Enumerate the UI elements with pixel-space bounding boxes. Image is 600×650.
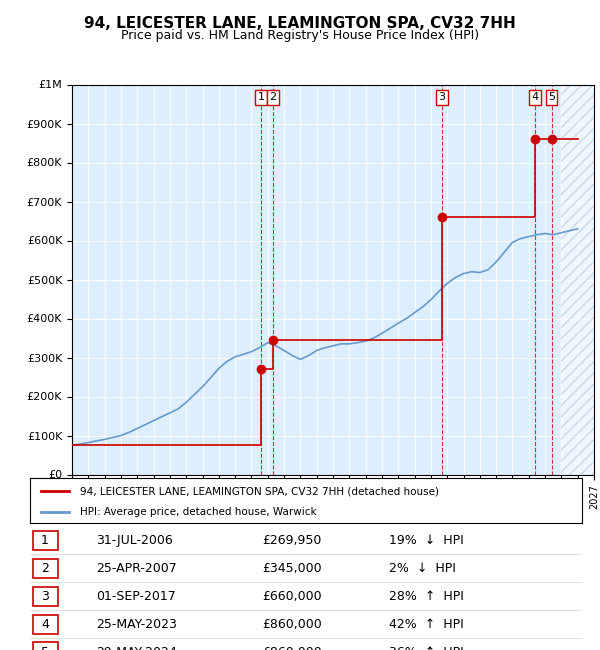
Text: 19%  ↓  HPI: 19% ↓ HPI xyxy=(389,534,464,547)
Text: 2%  ↓  HPI: 2% ↓ HPI xyxy=(389,562,455,575)
Text: 4: 4 xyxy=(532,92,539,102)
Text: 36%  ↑  HPI: 36% ↑ HPI xyxy=(389,646,464,650)
Text: 42%  ↑  HPI: 42% ↑ HPI xyxy=(389,618,464,630)
Bar xyxy=(562,84,594,474)
FancyBboxPatch shape xyxy=(33,614,58,634)
Text: 3: 3 xyxy=(439,92,445,102)
Text: 5: 5 xyxy=(41,646,49,650)
Text: £660,000: £660,000 xyxy=(262,590,322,603)
Text: £860,000: £860,000 xyxy=(262,646,322,650)
Text: 29-MAY-2024: 29-MAY-2024 xyxy=(96,646,177,650)
FancyBboxPatch shape xyxy=(33,642,58,650)
Text: 31-JUL-2006: 31-JUL-2006 xyxy=(96,534,173,547)
Text: 3: 3 xyxy=(41,590,49,603)
Bar xyxy=(562,84,594,474)
FancyBboxPatch shape xyxy=(33,558,58,578)
FancyBboxPatch shape xyxy=(33,530,58,551)
Text: 1: 1 xyxy=(257,92,265,102)
Text: 94, LEICESTER LANE, LEAMINGTON SPA, CV32 7HH (detached house): 94, LEICESTER LANE, LEAMINGTON SPA, CV32… xyxy=(80,486,439,497)
Text: Price paid vs. HM Land Registry's House Price Index (HPI): Price paid vs. HM Land Registry's House … xyxy=(121,29,479,42)
Text: 2: 2 xyxy=(41,562,49,575)
Text: 25-APR-2007: 25-APR-2007 xyxy=(96,562,177,575)
Text: 94, LEICESTER LANE, LEAMINGTON SPA, CV32 7HH: 94, LEICESTER LANE, LEAMINGTON SPA, CV32… xyxy=(84,16,516,31)
Text: £860,000: £860,000 xyxy=(262,618,322,630)
Text: £345,000: £345,000 xyxy=(262,562,322,575)
Text: 28%  ↑  HPI: 28% ↑ HPI xyxy=(389,590,464,603)
Text: 2: 2 xyxy=(269,92,277,102)
Text: £269,950: £269,950 xyxy=(262,534,321,547)
Text: 01-SEP-2017: 01-SEP-2017 xyxy=(96,590,176,603)
Text: 1: 1 xyxy=(41,534,49,547)
Text: 25-MAY-2023: 25-MAY-2023 xyxy=(96,618,177,630)
FancyBboxPatch shape xyxy=(33,586,58,606)
Text: HPI: Average price, detached house, Warwick: HPI: Average price, detached house, Warw… xyxy=(80,507,316,517)
Text: 5: 5 xyxy=(548,92,555,102)
Text: 4: 4 xyxy=(41,618,49,630)
